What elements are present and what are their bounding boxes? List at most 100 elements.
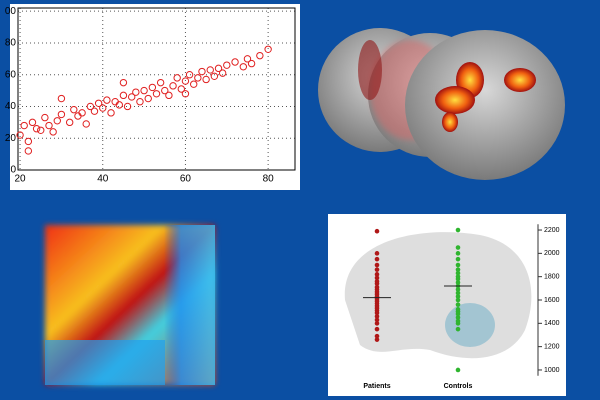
matrix-heatmap xyxy=(45,225,215,385)
point xyxy=(210,72,219,80)
point xyxy=(374,275,380,281)
point xyxy=(455,262,461,268)
y-tick-label: 1600 xyxy=(544,297,560,304)
point xyxy=(455,274,461,279)
y-tick-label: 80 xyxy=(5,38,17,49)
point xyxy=(374,267,380,272)
x-tick-label: 60 xyxy=(180,174,192,185)
point xyxy=(223,61,231,69)
point xyxy=(374,314,380,319)
x-tick-label: 20 xyxy=(15,174,27,185)
point xyxy=(194,74,202,82)
point xyxy=(256,51,264,60)
point xyxy=(94,99,103,107)
brain-renderings xyxy=(318,28,565,180)
point xyxy=(78,109,86,117)
y-tick-label: 1200 xyxy=(544,343,560,350)
y-tick-label: 40 xyxy=(5,101,17,112)
point xyxy=(455,307,461,312)
point xyxy=(144,94,152,103)
y-tick-label: 2200 xyxy=(544,227,560,234)
y-tick-label: 1800 xyxy=(544,274,560,281)
point xyxy=(455,326,461,332)
point xyxy=(202,75,210,84)
point xyxy=(455,251,461,256)
x-tick-label: 80 xyxy=(263,174,275,185)
point xyxy=(49,128,57,136)
y-tick-label: 60 xyxy=(5,69,17,80)
point xyxy=(24,147,33,155)
x-tick-label: 40 xyxy=(97,174,109,185)
point xyxy=(169,82,177,90)
point xyxy=(374,284,380,290)
point xyxy=(181,77,190,85)
point xyxy=(455,280,461,285)
point xyxy=(119,91,128,100)
point xyxy=(140,86,148,95)
y-tick-label: 0 xyxy=(10,165,16,176)
point xyxy=(99,104,107,112)
point xyxy=(455,290,461,296)
point xyxy=(45,121,53,130)
point xyxy=(374,321,380,326)
point xyxy=(136,98,144,106)
point xyxy=(455,267,461,272)
point xyxy=(165,91,173,100)
point xyxy=(455,367,461,373)
point xyxy=(173,74,181,82)
point xyxy=(65,118,74,127)
point xyxy=(148,83,157,92)
point xyxy=(103,96,111,104)
point xyxy=(70,105,78,114)
point xyxy=(455,297,461,303)
point xyxy=(161,86,169,95)
point xyxy=(374,333,380,339)
point xyxy=(455,302,461,307)
point xyxy=(243,55,252,63)
point xyxy=(24,137,33,146)
point xyxy=(115,101,123,109)
point xyxy=(57,110,66,119)
point xyxy=(57,94,66,103)
point xyxy=(374,256,380,262)
brain-outline xyxy=(344,232,532,359)
point xyxy=(455,245,461,250)
point xyxy=(239,63,248,71)
point xyxy=(16,131,24,139)
point xyxy=(374,251,380,256)
point xyxy=(455,318,461,324)
point xyxy=(123,102,132,111)
point xyxy=(127,93,136,101)
point xyxy=(82,120,90,128)
y-tick-label: 1400 xyxy=(544,320,560,327)
x-tick-label: Patients xyxy=(363,383,390,390)
point xyxy=(455,294,461,299)
y-tick-label: 1000 xyxy=(544,367,560,374)
point xyxy=(374,228,380,234)
point xyxy=(20,121,28,130)
point xyxy=(374,272,380,277)
y-tick-label: 00 xyxy=(5,6,17,17)
point xyxy=(455,270,461,276)
point xyxy=(218,69,227,77)
point xyxy=(41,113,49,122)
point xyxy=(132,88,140,96)
point xyxy=(156,78,165,87)
point xyxy=(455,315,461,320)
point xyxy=(53,117,61,125)
point xyxy=(198,67,206,76)
point xyxy=(32,125,41,133)
y-tick-label: 2000 xyxy=(544,250,560,257)
point xyxy=(247,59,256,68)
point xyxy=(190,80,198,88)
point xyxy=(181,90,190,98)
point xyxy=(374,279,380,284)
point xyxy=(374,326,380,332)
point xyxy=(374,337,380,342)
point xyxy=(455,227,461,233)
point xyxy=(152,90,161,98)
y-tick-label: 20 xyxy=(5,133,17,144)
point xyxy=(231,58,239,66)
